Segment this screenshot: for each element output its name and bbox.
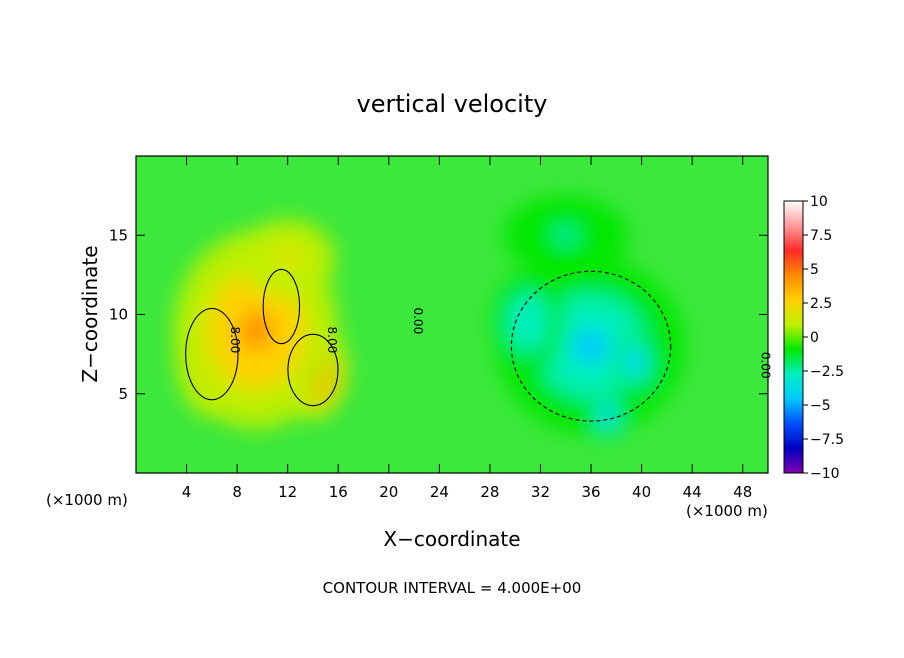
x-axis-ticks: 4 8 12 16 20 24 28 32 36 40 44 48 — [182, 156, 752, 501]
y-tick-label: 15 — [109, 226, 128, 244]
contour-interval-label: CONTOUR INTERVAL = 4.000E+00 — [323, 579, 582, 597]
chart-title: vertical velocity — [357, 90, 548, 118]
colorbar-tick-label: −2.5 — [810, 364, 844, 380]
x-tick-label: 4 — [182, 483, 192, 501]
downdraft-contour-0 — [510, 270, 672, 422]
colorbar-tick-label: 5 — [810, 262, 819, 278]
colorbar-tick-label: 7.5 — [810, 228, 832, 244]
colorbar-tick-label: 2.5 — [810, 296, 832, 312]
x-tick-label: 28 — [480, 483, 499, 501]
x-tick-label: 20 — [379, 483, 398, 501]
colorbar-tick-label: −7.5 — [810, 432, 844, 448]
x-unit-left: (×1000 m) — [46, 491, 128, 509]
x-tick-label: 8 — [232, 483, 242, 501]
contour-label: 0.00 — [759, 352, 773, 379]
colorbar: 10 7.5 5 2.5 0 −2.5 −5 −7.5 −10 — [783, 194, 844, 482]
downdraft-3-level-1 — [604, 411, 611, 421]
colorbar-tick-label: 10 — [810, 194, 828, 210]
contour-labels: 8.00 8.00 0.00 0.00 — [228, 307, 773, 378]
downdraft-0-level-1 — [572, 328, 610, 365]
x-tick-label: 16 — [329, 483, 348, 501]
x-tick-label: 44 — [683, 483, 702, 501]
downdraft-4-level-1 — [553, 227, 579, 244]
colorbar-frame — [783, 200, 804, 474]
colorbar-fill — [784, 201, 803, 473]
x-tick-label: 32 — [531, 483, 550, 501]
colorbar-tick-label: −5 — [810, 398, 831, 414]
downdraft-2-level-1 — [631, 356, 640, 368]
y-tick-label: 5 — [118, 385, 128, 403]
updraft-contour-1 — [262, 268, 301, 345]
x-tick-label: 48 — [733, 483, 752, 501]
contour-label: 8.00 — [228, 327, 242, 354]
downdraft-1-level-1 — [520, 312, 536, 333]
contour-label: 8.00 — [325, 327, 339, 354]
x-tick-label: 12 — [278, 483, 297, 501]
updraft-contour-0 — [185, 307, 239, 401]
updraft-4-level-1 — [278, 251, 298, 267]
updraft-contour-2 — [287, 333, 339, 407]
x-axis-label: X−coordinate — [383, 527, 520, 551]
y-axis-ticks: 5 10 15 — [109, 226, 768, 403]
x-tick-label: 40 — [632, 483, 651, 501]
y-tick-label: 10 — [109, 306, 128, 324]
x-tick-label: 24 — [430, 483, 449, 501]
heatmap-area — [136, 156, 768, 473]
x-unit-right: (×1000 m) — [686, 502, 768, 520]
y-axis-label: Z−coordinate — [78, 245, 102, 382]
contour-label: 0.00 — [411, 307, 425, 334]
colorbar-ticks: 10 7.5 5 2.5 0 −2.5 −5 −7.5 −10 — [803, 194, 844, 482]
colorbar-tick-label: −10 — [810, 466, 840, 482]
colorbar-tick-label: 0 — [810, 330, 819, 346]
contour-lines — [185, 268, 672, 422]
x-tick-label: 36 — [581, 483, 600, 501]
